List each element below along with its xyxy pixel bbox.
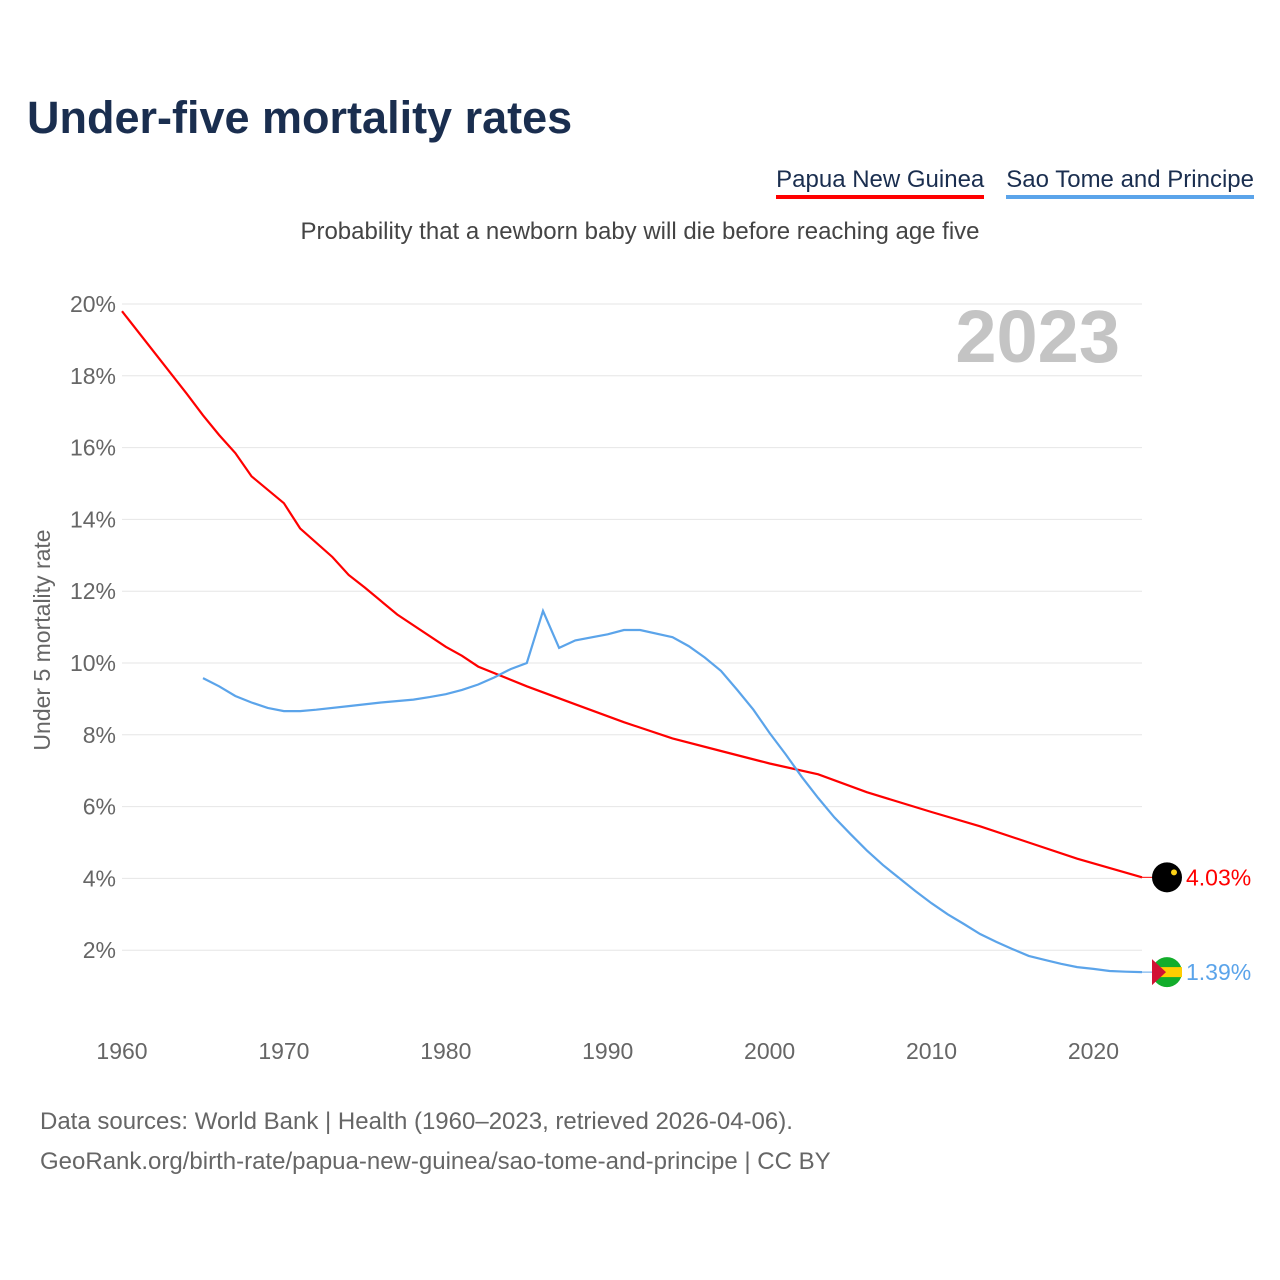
flag-yellow-band: [1152, 967, 1182, 978]
end-value-label: 1.39%: [1186, 959, 1251, 985]
year-label: 2023: [955, 295, 1120, 378]
x-tick-label: 1970: [258, 1038, 309, 1064]
flag-red-triangle: [1152, 959, 1166, 986]
y-tick-label: 18%: [70, 363, 116, 389]
chart-title: Under-five mortality rates: [27, 92, 573, 143]
end-value-label: 4.03%: [1186, 864, 1251, 890]
x-tick-label: 2000: [744, 1038, 795, 1064]
y-tick-label: 6%: [83, 794, 116, 820]
papua-new-guinea-flag-icon: [1152, 862, 1182, 893]
series-line-papua-new-guinea: [121, 310, 1143, 879]
x-tick-label: 1960: [96, 1038, 147, 1064]
y-tick-label: 4%: [83, 865, 116, 891]
y-axis-label: Under 5 mortality rate: [29, 529, 55, 750]
legend-item-papua-new-guinea[interactable]: Papua New Guinea: [776, 166, 985, 199]
series-line-sao-tome-and-principe: [202, 607, 1143, 974]
x-tick-label: 2020: [1068, 1038, 1119, 1064]
y-tick-label: 16%: [70, 435, 116, 461]
y-tick-label: 2%: [83, 937, 116, 963]
legend: Papua New Guinea Sao Tome and Principe: [776, 166, 1254, 199]
chart-subtitle: Probability that a newborn baby will die…: [300, 218, 980, 245]
flag-bird: [1171, 869, 1177, 876]
y-tick-label: 8%: [83, 722, 116, 748]
x-tick-label: 1980: [420, 1038, 471, 1064]
y-tick-label: 10%: [70, 650, 116, 676]
x-tick-label: 2010: [906, 1038, 957, 1064]
y-tick-label: 12%: [70, 578, 116, 604]
y-tick-label: 20%: [70, 291, 116, 317]
footer-url[interactable]: GeoRank.org/birth-rate/papua-new-guinea/…: [40, 1148, 831, 1175]
y-tick-label: 14%: [70, 506, 116, 532]
footer-sources: Data sources: World Bank | Health (1960–…: [40, 1108, 793, 1135]
legend-item-sao-tome-and-principe[interactable]: Sao Tome and Principe: [1006, 166, 1254, 199]
x-tick-label: 1990: [582, 1038, 633, 1064]
